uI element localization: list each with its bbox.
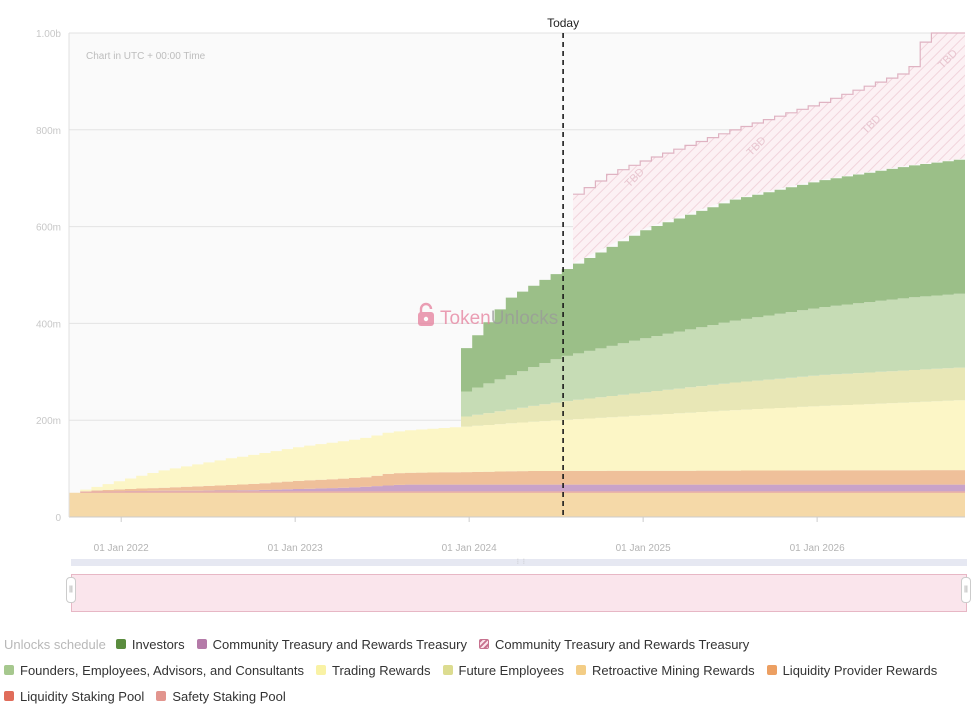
legend-label: Retroactive Mining Rewards	[592, 662, 755, 678]
legend-item[interactable]: Trading Rewards	[315, 662, 431, 678]
y-tick-label: 0	[55, 513, 61, 524]
legend-swatch	[766, 665, 777, 675]
legend-swatch	[196, 639, 207, 649]
series-area-community-treasury-and-rewards-treasury[interactable]	[69, 484, 965, 493]
y-axis: 0 200m 400m 600m 800m 1.00b	[36, 29, 61, 524]
legend-label: Liquidity Staking Pool	[20, 688, 145, 704]
legend-item[interactable]: Liquidity Staking Pool	[4, 689, 144, 704]
today-label: Today	[547, 16, 579, 30]
legend-swatch	[4, 665, 14, 675]
tbd-area	[573, 33, 965, 264]
x-tick-label: 01 Jan 2025	[616, 543, 671, 554]
series-area-future-employees[interactable]	[69, 367, 965, 493]
series-area-liquidity-provider-rewards[interactable]	[69, 470, 965, 493]
legend-swatch	[442, 665, 453, 675]
legend-swatch	[4, 691, 14, 701]
legend-item[interactable]: Investors	[115, 636, 185, 652]
navigator-selection[interactable]	[71, 574, 967, 612]
navigator-scrollbar[interactable]: ⋮⋮	[71, 559, 967, 566]
legend-item[interactable]: Liquidity Provider Rewards	[766, 662, 938, 678]
handle-grip-icon: ||	[964, 586, 968, 593]
legend-swatch	[576, 665, 586, 675]
legend-row: Founders, Employees, Advisors, and Consu…	[4, 660, 949, 680]
legend-label: Founders, Employees, Advisors, and Consu…	[20, 662, 304, 678]
series-area-investors[interactable]	[69, 158, 965, 493]
timezone-note: Chart in UTC + 00:00 Time	[86, 51, 206, 62]
y-tick-label: 1.00b	[36, 29, 61, 40]
legend-title: Unlocks schedule	[4, 636, 106, 652]
legend-swatch	[156, 691, 167, 701]
legend-label: Liquidity Provider Rewards	[782, 662, 938, 678]
legend-label: Safety Staking Pool	[172, 688, 286, 704]
legend-label: Community Treasury and Rewards Treasury	[212, 636, 467, 652]
y-tick-label: 200m	[36, 416, 61, 427]
legend-item[interactable]: Retroactive Mining Rewards	[576, 663, 755, 678]
series-area-retroactive-mining-rewards[interactable]	[69, 492, 965, 517]
legend-swatch	[478, 639, 489, 649]
legend-swatch	[315, 665, 326, 675]
unlock-schedule-chart[interactable]: TBD TBD TBD TBD 01 Jan 2022 01 Jan 2023 01 Ja…	[0, 0, 978, 560]
watermark-text: TokenUnlocks	[440, 308, 558, 329]
x-tick-label: 01 Jan 2022	[94, 543, 149, 554]
y-tick-label: 800m	[36, 126, 61, 137]
legend-item[interactable]: Community Treasury and Rewards Treasury	[196, 636, 467, 652]
series-area-safety-staking-pool[interactable]	[69, 491, 965, 493]
range-navigator[interactable]: ⋮⋮ || ||	[66, 559, 971, 613]
x-tick-label: 01 Jan 2023	[268, 543, 323, 554]
tbd-outline	[573, 32, 965, 195]
legend-row: Unlocks schedule Investors Community Treas…	[4, 634, 761, 654]
lock-icon	[418, 302, 434, 326]
watermark-token: Token	[440, 308, 491, 329]
navigator-handle-left[interactable]: ||	[66, 577, 76, 603]
grip-icon[interactable]: ⋮⋮	[515, 559, 527, 565]
watermark-unlocks: Unlocks	[491, 308, 559, 329]
legend-item[interactable]: Founders, Employees, Advisors, and Consu…	[4, 663, 304, 678]
legend-row: Liquidity Staking Pool Safety Staking Poo…	[4, 686, 298, 706]
legend-label: Future Employees	[458, 662, 565, 678]
today-marker: Today	[547, 16, 579, 517]
legend-item[interactable]: Safety Staking Pool	[156, 688, 286, 704]
legend-swatch	[115, 639, 126, 649]
watermark: TokenUnlocks	[418, 302, 558, 329]
legend-label: Trading Rewards	[331, 662, 431, 678]
legend-label: Investors	[131, 636, 185, 652]
x-tick-label: 01 Jan 2026	[790, 543, 845, 554]
handle-grip-icon: ||	[69, 586, 73, 593]
y-tick-label: 600m	[36, 223, 61, 234]
y-tick-label: 400m	[36, 319, 61, 330]
legend-label: Community Treasury and Rewards Treasury	[494, 636, 750, 652]
x-tick-label: 01 Jan 2024	[442, 543, 497, 554]
navigator-handle-right[interactable]: ||	[961, 577, 971, 603]
series-area-trading-rewards[interactable]	[69, 399, 965, 493]
legend-item[interactable]: Community Treasury and Rewards Treasury	[478, 636, 750, 652]
series-area-founders-employees-advisors-and-consultants[interactable]	[69, 292, 965, 493]
legend-item[interactable]: Future Employees	[442, 662, 565, 678]
x-axis: 01 Jan 2022 01 Jan 2023 01 Jan 2024 01 Jan …	[68, 33, 965, 554]
series-areas	[69, 158, 965, 517]
